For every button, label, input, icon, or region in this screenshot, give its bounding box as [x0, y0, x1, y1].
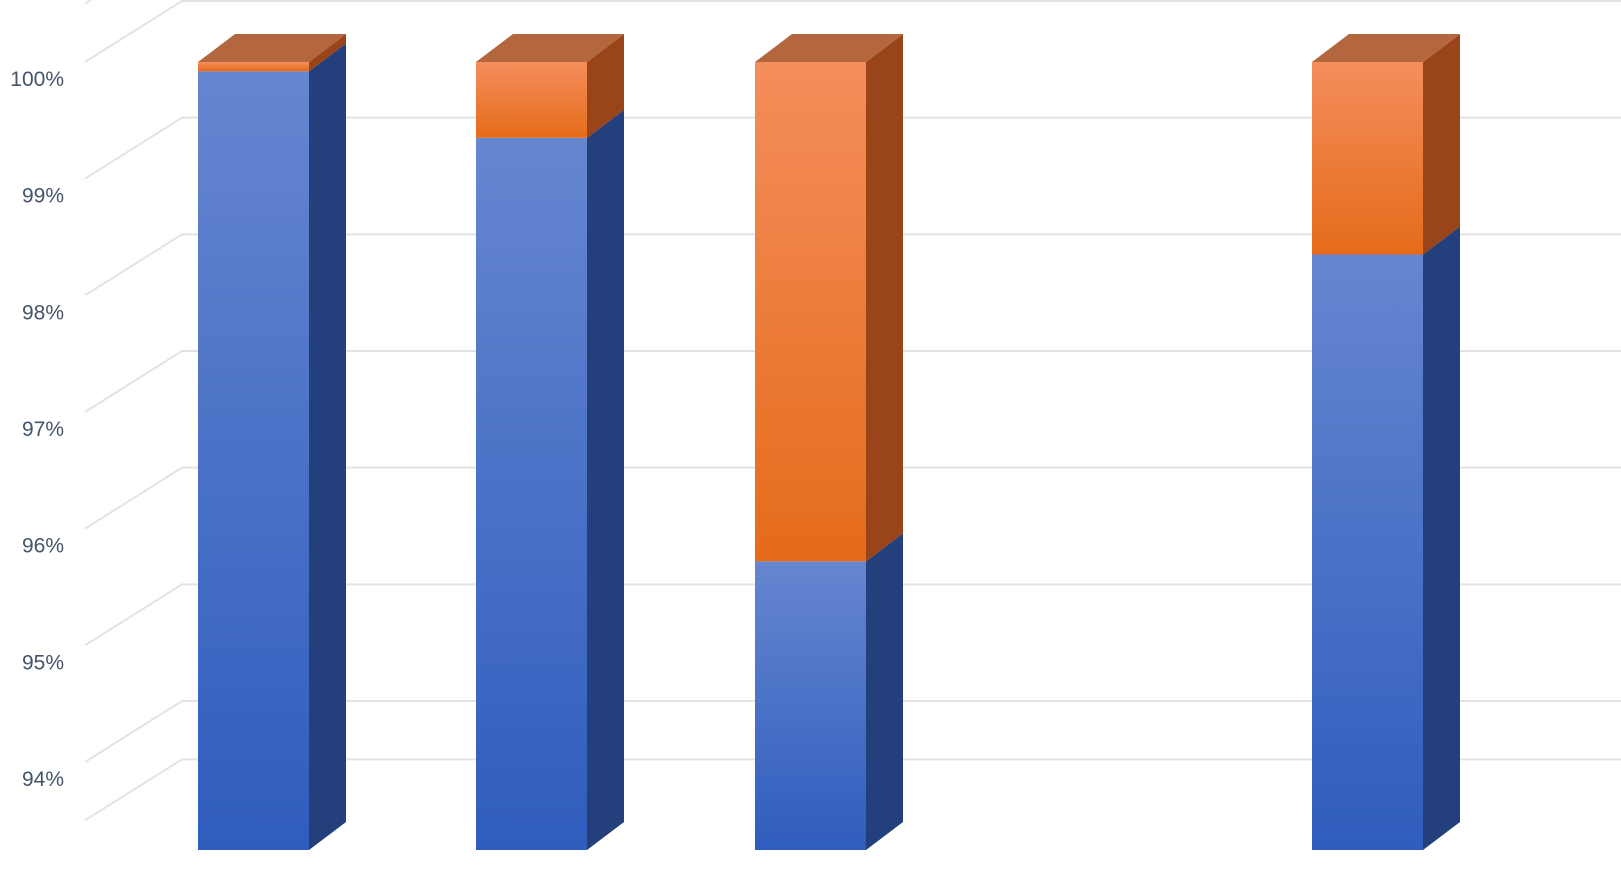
gridline [84, 350, 1621, 413]
gridline [84, 583, 1621, 647]
bar-series2-side [1423, 34, 1460, 255]
y-tick-label: 96% [22, 535, 64, 558]
bar-series2-side [866, 34, 903, 562]
bar-series1 [198, 71, 309, 851]
bars [198, 34, 1460, 851]
bar-series1-side [309, 43, 346, 851]
gridline [84, 233, 1621, 297]
y-tick-label: 100% [10, 68, 64, 91]
bar-stack [476, 34, 624, 851]
bar-top-face [198, 34, 346, 62]
bar-series1-side [866, 533, 903, 850]
bar-stack [198, 34, 346, 851]
bar-series1-side [587, 109, 624, 851]
bar-series2-side [309, 34, 346, 72]
bar-top-face [476, 34, 624, 62]
gridline [84, 0, 1621, 63]
y-axis-ticks: 94% 95% 96% 97% 98% 99% 100% [10, 68, 64, 791]
gridline [84, 758, 1621, 822]
gridline [84, 116, 1621, 180]
bar-series1 [755, 561, 866, 850]
bar-series1 [476, 137, 587, 851]
bar-series1 [1312, 254, 1423, 850]
bar-series2 [198, 62, 309, 72]
bar-stack [755, 34, 903, 850]
bar-series2 [1312, 62, 1423, 255]
y-tick-label: 99% [22, 185, 64, 208]
y-tick-label: 95% [22, 651, 64, 674]
bar-series1-side [1423, 226, 1460, 850]
bar-top-face [1312, 34, 1460, 62]
y-tick-label: 98% [22, 301, 64, 324]
y-tick-label: 97% [22, 418, 64, 441]
gridlines [84, 0, 1621, 822]
bar-series2 [476, 62, 587, 138]
bar-series2 [755, 62, 866, 562]
y-tick-label: 94% [22, 768, 64, 791]
gridline [84, 466, 1621, 530]
bar-series2-side [587, 34, 624, 138]
bar-stack [1312, 34, 1460, 850]
bar-top-face [755, 34, 903, 62]
gridline [84, 700, 1621, 763]
